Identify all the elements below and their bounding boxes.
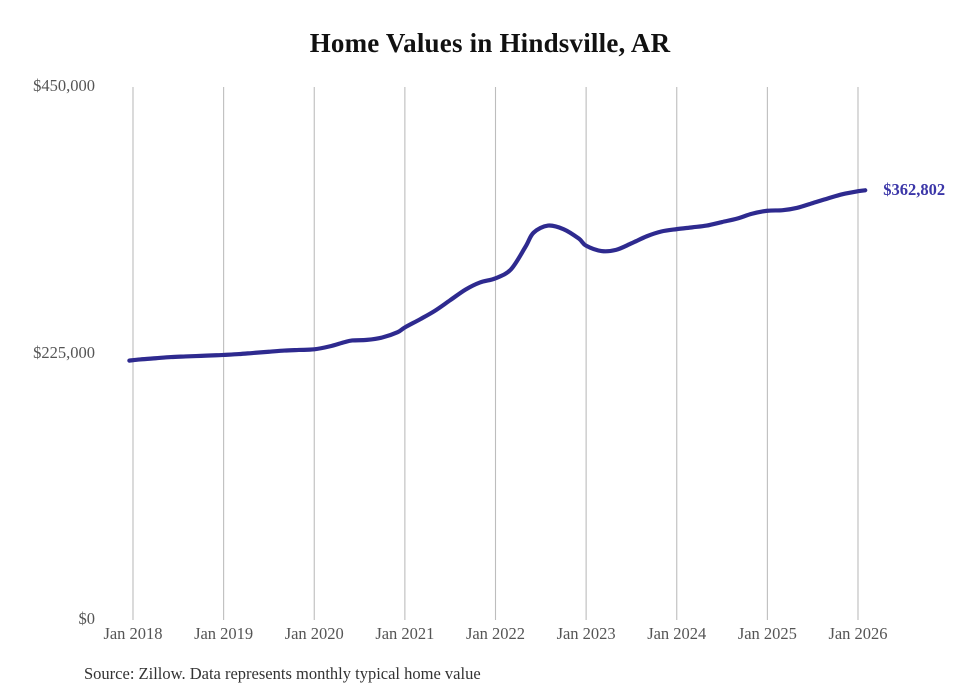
end-value-label: $362,802	[883, 180, 946, 200]
x-axis-tick-label: Jan 2025	[737, 624, 797, 643]
chart-title: Home Values in Hindsville, AR	[309, 28, 671, 58]
y-axis-tick-label: $225,000	[33, 342, 95, 362]
x-axis-tick-label: Jan 2021	[375, 624, 435, 643]
source-note: Source: Zillow. Data represents monthly …	[84, 664, 481, 683]
x-axis-tick-label: Jan 2026	[828, 624, 888, 643]
x-axis-tick-label: Jan 2019	[194, 624, 254, 643]
x-axis-tick-label: Jan 2022	[465, 624, 526, 643]
y-axis-tick-label: $0	[78, 609, 96, 628]
x-axis-tick-label: Jan 2023	[556, 624, 616, 643]
series-line-typical-home-value	[127, 188, 868, 363]
x-axis-tick-label: Jan 2020	[284, 624, 344, 643]
y-axis-tick-label: $450,000	[33, 76, 95, 95]
data-series-group	[127, 188, 868, 363]
x-axis-tick-label: Jan 2024	[647, 624, 707, 643]
x-axis-tick-label: Jan 2018	[103, 624, 163, 643]
